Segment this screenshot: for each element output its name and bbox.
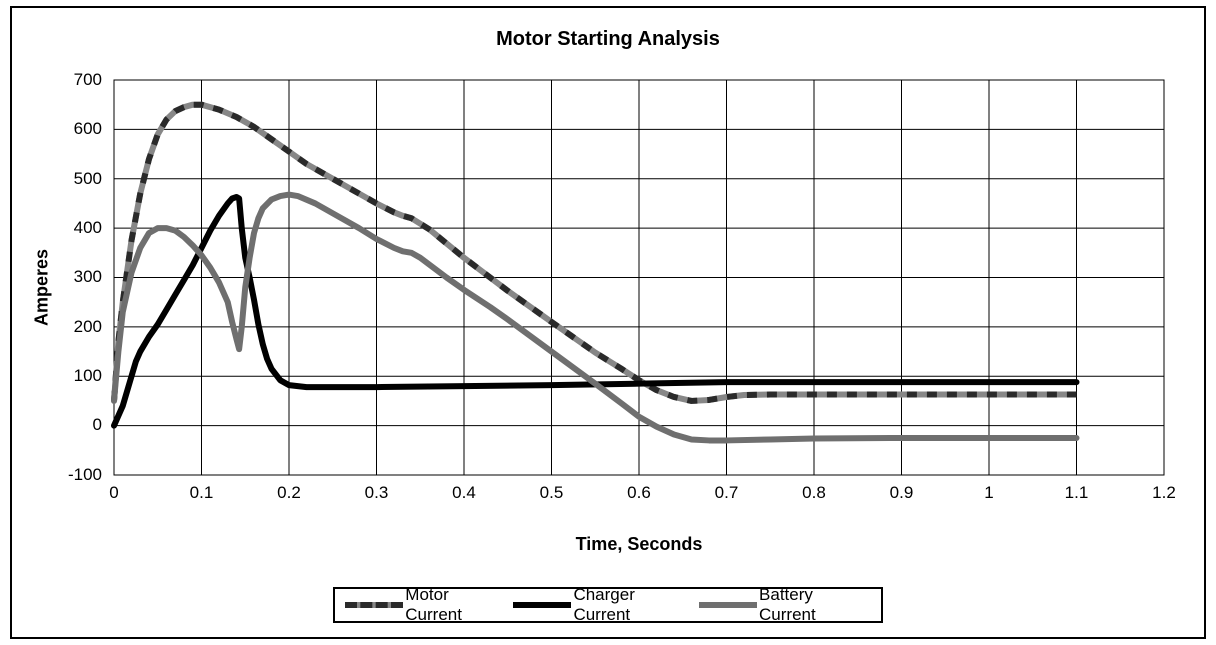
x-tick-label: 0.7 (707, 483, 747, 503)
legend-swatch (699, 602, 757, 608)
y-tick-label: 400 (74, 218, 102, 238)
legend-label: Motor Current (405, 585, 507, 625)
y-tick-label: 200 (74, 317, 102, 337)
legend-item: Battery Current (699, 585, 871, 625)
y-tick-label: -100 (68, 465, 102, 485)
x-tick-label: 0.1 (182, 483, 222, 503)
y-axis-label-text: Amperes (32, 249, 52, 326)
plot-area (114, 80, 1164, 475)
x-tick-label: 1.1 (1057, 483, 1097, 503)
y-tick-label: 700 (74, 70, 102, 90)
legend-swatch (513, 602, 571, 608)
legend-item: Charger Current (513, 585, 693, 625)
x-tick-label: 1 (969, 483, 1009, 503)
x-axis-label: Time, Seconds (539, 534, 739, 555)
y-tick-label: 100 (74, 366, 102, 386)
chart-frame: Motor Starting Analysis Amperes Time, Se… (10, 6, 1206, 639)
x-tick-label: 1.2 (1144, 483, 1184, 503)
chart-title: Motor Starting Analysis (12, 28, 1204, 51)
legend: Motor Current Charger Current Battery Curr… (333, 587, 883, 623)
y-tick-label: 0 (93, 415, 102, 435)
legend-item: Motor Current (345, 585, 507, 625)
x-tick-label: 0.4 (444, 483, 484, 503)
x-tick-label: 0.2 (269, 483, 309, 503)
x-tick-label: 0.8 (794, 483, 834, 503)
x-tick-label: 0.5 (532, 483, 572, 503)
legend-label: Battery Current (759, 585, 871, 625)
y-tick-label: 600 (74, 119, 102, 139)
x-tick-label: 0.3 (357, 483, 397, 503)
x-tick-label: 0.9 (882, 483, 922, 503)
legend-swatch (345, 602, 403, 608)
x-axis-label-text: Time, Seconds (576, 534, 703, 554)
y-tick-label: 500 (74, 169, 102, 189)
x-tick-label: 0.6 (619, 483, 659, 503)
legend-label: Charger Current (573, 585, 692, 625)
y-tick-label: 300 (74, 267, 102, 287)
y-axis-label: Amperes (32, 238, 53, 338)
x-tick-label: 0 (94, 483, 134, 503)
